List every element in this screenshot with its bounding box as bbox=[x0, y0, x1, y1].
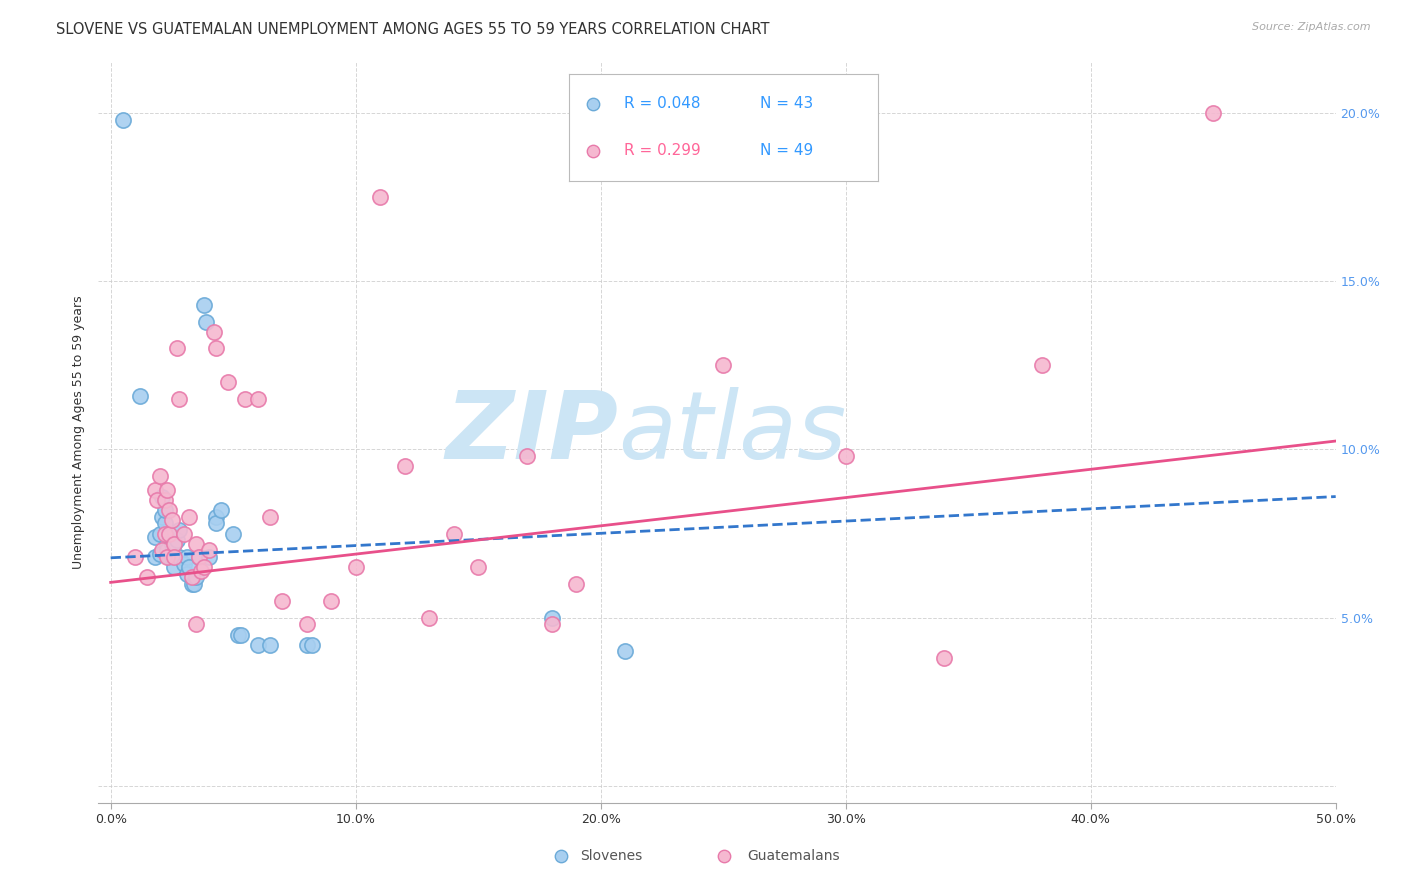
Point bbox=[163, 536, 186, 550]
Point bbox=[187, 550, 209, 565]
Point bbox=[150, 490, 173, 504]
Point bbox=[166, 342, 188, 356]
Point bbox=[149, 547, 172, 561]
Point bbox=[160, 550, 183, 565]
Point bbox=[153, 526, 176, 541]
Point bbox=[190, 564, 212, 578]
Point bbox=[129, 388, 152, 402]
Text: Source: ZipAtlas.com: Source: ZipAtlas.com bbox=[1253, 22, 1371, 32]
Point bbox=[565, 577, 588, 591]
Point bbox=[177, 509, 200, 524]
Point bbox=[186, 617, 208, 632]
Point bbox=[197, 550, 219, 565]
Point bbox=[235, 392, 257, 406]
Point bbox=[173, 526, 195, 541]
Point bbox=[111, 112, 134, 127]
Point bbox=[418, 610, 440, 624]
Point bbox=[195, 314, 218, 328]
Point bbox=[226, 627, 249, 641]
Point bbox=[186, 536, 208, 550]
Point bbox=[932, 651, 955, 665]
Point bbox=[540, 610, 562, 624]
Point bbox=[197, 543, 219, 558]
Point bbox=[163, 550, 186, 565]
Point bbox=[146, 492, 169, 507]
Text: SLOVENE VS GUATEMALAN UNEMPLOYMENT AMONG AGES 55 TO 59 YEARS CORRELATION CHART: SLOVENE VS GUATEMALAN UNEMPLOYMENT AMONG… bbox=[56, 22, 769, 37]
Point bbox=[217, 375, 239, 389]
Point bbox=[205, 516, 228, 531]
Point bbox=[614, 644, 637, 658]
Point bbox=[180, 570, 202, 584]
Point bbox=[229, 627, 252, 641]
Point bbox=[259, 509, 281, 524]
Point bbox=[202, 325, 225, 339]
Point bbox=[169, 550, 191, 565]
Point bbox=[159, 526, 181, 541]
Point bbox=[156, 543, 179, 558]
Point bbox=[834, 449, 856, 463]
Point bbox=[321, 594, 343, 608]
Point bbox=[1202, 106, 1225, 120]
Point bbox=[540, 617, 562, 632]
Point bbox=[205, 509, 228, 524]
Point bbox=[160, 536, 183, 550]
Point bbox=[143, 550, 166, 565]
Point bbox=[193, 298, 215, 312]
Point bbox=[160, 513, 183, 527]
Point bbox=[516, 449, 538, 463]
Point bbox=[156, 483, 179, 497]
Point bbox=[153, 492, 176, 507]
Point bbox=[150, 543, 173, 558]
Point bbox=[183, 577, 205, 591]
Y-axis label: Unemployment Among Ages 55 to 59 years: Unemployment Among Ages 55 to 59 years bbox=[72, 296, 86, 569]
Point bbox=[176, 566, 198, 581]
Point bbox=[344, 560, 367, 574]
Point bbox=[193, 560, 215, 574]
Point bbox=[150, 509, 173, 524]
Point bbox=[156, 536, 179, 550]
Point bbox=[711, 359, 734, 373]
Text: ZIP: ZIP bbox=[446, 386, 619, 479]
Point bbox=[169, 392, 191, 406]
Point bbox=[143, 530, 166, 544]
Point bbox=[209, 503, 232, 517]
Text: atlas: atlas bbox=[619, 387, 846, 478]
Point bbox=[222, 526, 245, 541]
Point bbox=[124, 550, 146, 565]
Point bbox=[394, 459, 416, 474]
Point bbox=[173, 557, 195, 571]
Point bbox=[187, 550, 209, 565]
Point bbox=[163, 536, 186, 550]
Point bbox=[153, 516, 176, 531]
Point bbox=[295, 638, 318, 652]
Point bbox=[177, 560, 200, 574]
Point bbox=[467, 560, 489, 574]
Point bbox=[149, 469, 172, 483]
Point bbox=[271, 594, 294, 608]
Point bbox=[149, 526, 172, 541]
Point bbox=[301, 638, 323, 652]
Point bbox=[159, 503, 181, 517]
Point bbox=[136, 570, 159, 584]
Point bbox=[246, 392, 269, 406]
Point bbox=[169, 523, 191, 537]
Point bbox=[246, 638, 269, 652]
Point bbox=[176, 550, 198, 565]
Point bbox=[443, 526, 465, 541]
Point bbox=[153, 503, 176, 517]
Point bbox=[159, 550, 181, 565]
Point bbox=[368, 190, 391, 204]
Point bbox=[259, 638, 281, 652]
Point bbox=[295, 617, 318, 632]
Point bbox=[1031, 359, 1053, 373]
Point bbox=[180, 577, 202, 591]
Point bbox=[156, 550, 179, 565]
Point bbox=[163, 560, 186, 574]
Point bbox=[205, 342, 228, 356]
Point bbox=[166, 533, 188, 548]
Point bbox=[186, 570, 208, 584]
Point bbox=[143, 483, 166, 497]
